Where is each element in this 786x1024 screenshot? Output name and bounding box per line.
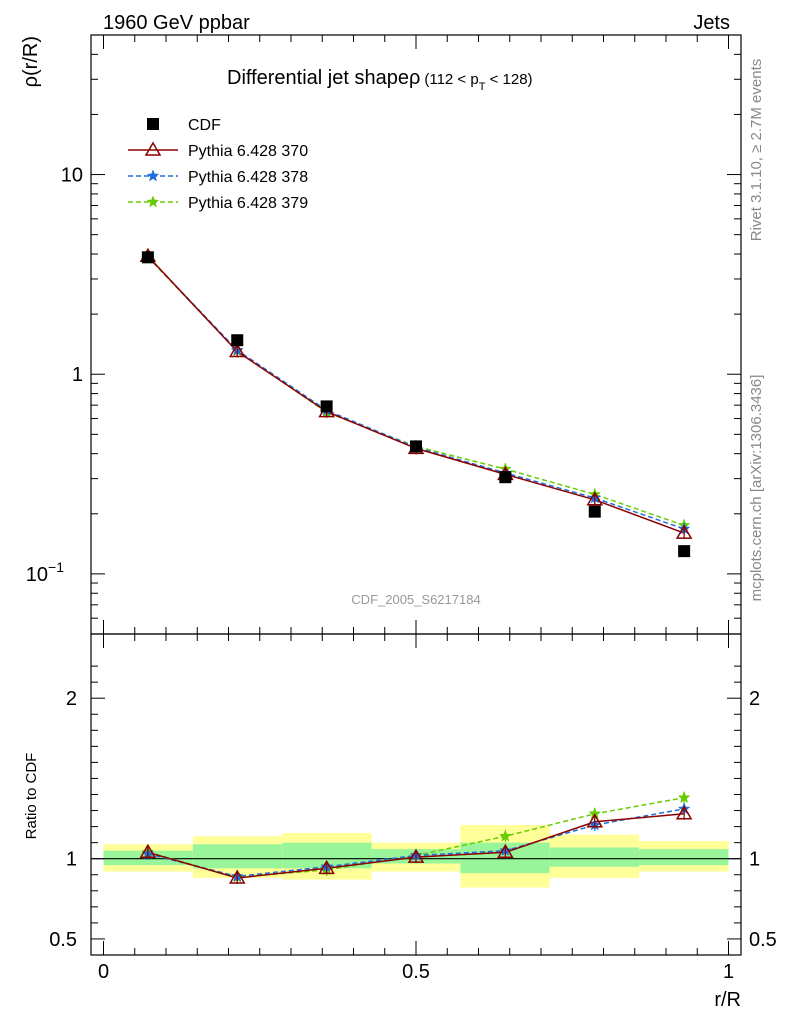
main-y-tick-label: 10−1 xyxy=(26,559,64,586)
main-point xyxy=(410,440,422,453)
main-line xyxy=(147,255,685,534)
x-tick-label: 0 xyxy=(98,961,109,983)
legend-label: CDF xyxy=(188,117,221,134)
main-point xyxy=(228,342,246,358)
xlabel: r/R xyxy=(714,989,741,1011)
ratio-point xyxy=(586,813,604,828)
legend-marker xyxy=(147,118,159,130)
legend-marker xyxy=(144,141,162,156)
band-green xyxy=(639,849,729,866)
legend: CDF Pythia 6.428 370 Pythia 6.428 378 Pythi… xyxy=(128,117,308,212)
title-range-post: < 128) xyxy=(485,71,532,88)
band-green xyxy=(549,847,640,867)
ratio-point xyxy=(677,790,691,804)
main-point xyxy=(586,491,604,506)
main-point xyxy=(141,251,154,264)
ratio-point xyxy=(675,805,693,820)
main-point xyxy=(320,400,333,413)
title-text: Differential jet shapeρ xyxy=(227,67,420,89)
main-line xyxy=(147,256,685,527)
title-range-sub: T xyxy=(479,81,486,93)
main-point xyxy=(588,505,601,518)
main-y-tick-label: 10 xyxy=(61,165,83,187)
header-left: 1960 GeV ppbar xyxy=(103,12,250,34)
main-point xyxy=(231,334,244,347)
main-layer: 10 1 10−1 xyxy=(26,34,742,635)
main-line xyxy=(147,256,685,530)
ratio-y-tick-label-left: 0.5 xyxy=(49,929,77,951)
legend-marker xyxy=(146,169,160,182)
legend-label: Pythia 6.428 379 xyxy=(188,195,308,212)
ratio-y-tick-label-left: 1 xyxy=(66,849,77,871)
main-y-tick-label-exp: −1 xyxy=(48,559,64,575)
band-green xyxy=(192,844,283,869)
main-y-tick-label: 1 xyxy=(72,364,83,386)
ratio-point xyxy=(407,848,425,863)
main-point xyxy=(678,545,691,558)
ratio-point xyxy=(318,859,335,875)
ratio-point xyxy=(139,843,157,859)
watermark: CDF_2005_S6217184 xyxy=(351,592,480,607)
header-right: Jets xyxy=(693,12,730,34)
ratio-layer: 2 2 1 1 0.5 0.5 0 0.5 1 xyxy=(49,633,777,983)
legend-label: Pythia 6.428 378 xyxy=(188,169,308,186)
ratio-point xyxy=(498,829,512,842)
ratio-y-tick-label-right: 2 xyxy=(749,688,760,710)
main-point xyxy=(675,524,693,539)
title-range-pre: (112 < p xyxy=(424,71,478,88)
ratio-y-tick-label-right: 0.5 xyxy=(749,929,777,951)
main-point xyxy=(499,471,512,484)
legend-marker xyxy=(146,195,160,208)
ratio-point xyxy=(228,869,246,884)
mcplots-label: mcplots.cern.ch [arXiv:1306.3436] xyxy=(748,375,765,602)
rivet-label: Rivet 3.1.10, ≥ 2.7M events xyxy=(748,59,765,242)
ratio-y-tick-label-right: 1 xyxy=(749,849,760,871)
ratio-y-tick-label-left: 2 xyxy=(66,688,77,710)
main-title: Differential jet shapeρ (112 < pT < 128) xyxy=(227,67,533,93)
x-tick-label: 0.5 xyxy=(402,961,430,983)
ratio-frame xyxy=(90,633,742,956)
x-tick-label: 1 xyxy=(723,961,734,983)
ratio-ylabel: Ratio to CDF xyxy=(23,753,40,840)
main-ylabel: ρ(r/R) xyxy=(20,36,42,87)
legend-label: Pythia 6.428 370 xyxy=(188,143,308,160)
ratio-point xyxy=(497,843,514,859)
